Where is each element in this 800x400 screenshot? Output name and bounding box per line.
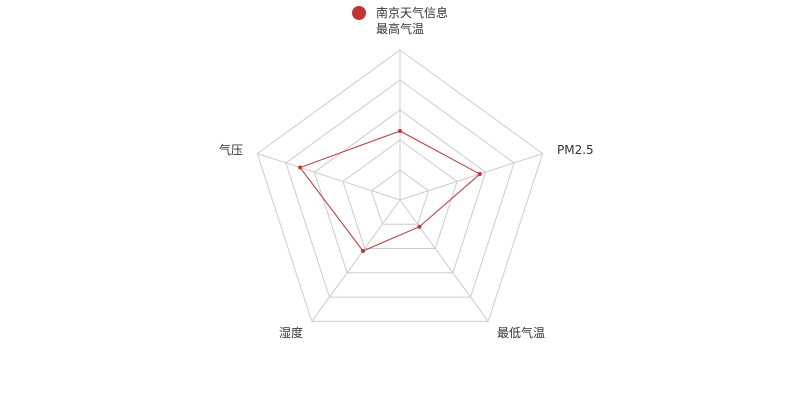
axis-line (400, 200, 488, 321)
indicator-label: 最高气温 (376, 21, 424, 36)
axis-line (400, 154, 543, 200)
indicator-label: 气压 (219, 142, 243, 157)
axis-line (257, 154, 400, 200)
axis-line (312, 200, 400, 321)
data-point[interactable] (398, 129, 402, 133)
indicator-label: 湿度 (279, 325, 303, 340)
data-point[interactable] (298, 166, 302, 170)
data-point[interactable] (361, 249, 365, 253)
indicator-label: 最低气温 (497, 325, 545, 340)
data-point[interactable] (478, 172, 482, 176)
data-point[interactable] (417, 225, 421, 229)
indicator-label: PM2.5 (557, 143, 594, 157)
